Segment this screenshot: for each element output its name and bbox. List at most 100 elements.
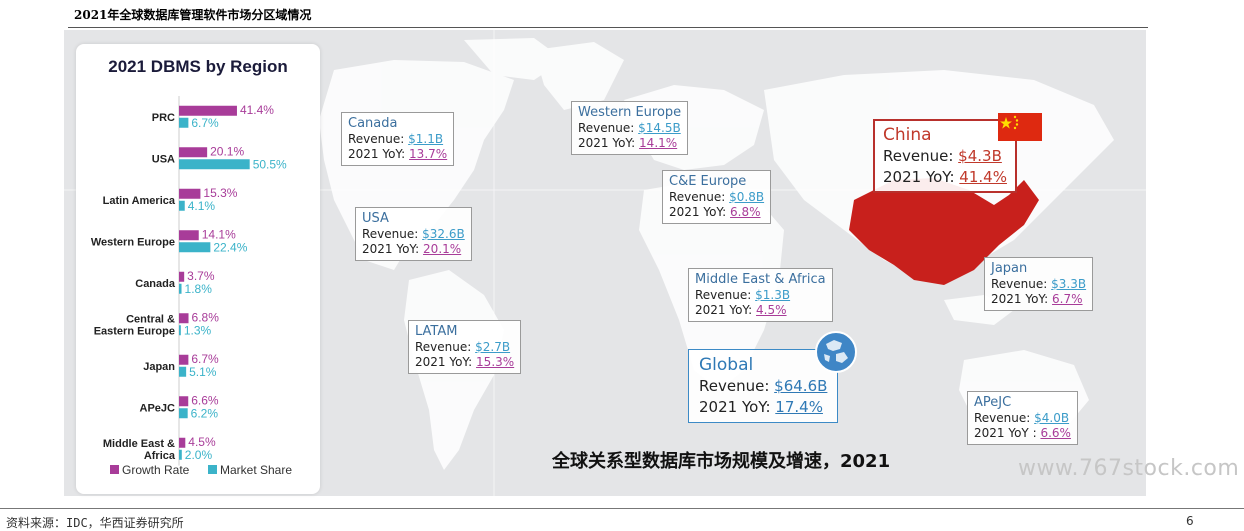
growth-bar <box>179 147 208 158</box>
category-label: APeJC <box>140 402 176 414</box>
region-revenue-line: Revenue: $3.3B <box>991 277 1086 292</box>
revenue-label: Revenue: <box>883 147 954 165</box>
yoy-label: 2021 YoY: <box>578 136 636 150</box>
yoy-value: 41.4% <box>959 168 1007 186</box>
region-box-apejc: APeJC Revenue: $4.0B 2021 YoY : 6.6% <box>967 391 1078 445</box>
yoy-label: 2021 YoY: <box>695 303 753 317</box>
region-yoy-line: 2021 YoY: 41.4% <box>883 167 1007 188</box>
region-yoy-line: 2021 YoY: 14.1% <box>578 136 681 151</box>
revenue-label: Revenue: <box>991 277 1048 291</box>
region-yoy-line: 2021 YoY : 6.6% <box>974 426 1071 441</box>
region-name: Japan <box>991 261 1028 276</box>
region-revenue-line: Revenue: $4.3B <box>883 146 1007 167</box>
share-value-label: 6.2% <box>191 406 219 420</box>
share-value-label: 4.1% <box>188 199 216 213</box>
share-bar <box>179 159 250 170</box>
legend-share-swatch <box>208 465 217 474</box>
growth-bar <box>179 437 186 448</box>
growth-value-label: 15.3% <box>203 186 237 200</box>
growth-bar <box>179 105 237 116</box>
region-name: C&E Europe <box>669 174 747 189</box>
region-revenue-line: Revenue: $14.5B <box>578 121 681 136</box>
revenue-label: Revenue: <box>415 340 472 354</box>
region-box-china: China Revenue: $4.3B 2021 YoY: 41.4% <box>873 119 1017 193</box>
growth-value-label: 14.1% <box>202 227 236 241</box>
region-yoy-line: 2021 YoY: 17.4% <box>699 397 827 418</box>
revenue-label: Revenue: <box>348 132 405 146</box>
region-box-latam: LATAM Revenue: $2.7B 2021 YoY: 15.3% <box>408 320 522 374</box>
growth-bar <box>179 188 201 199</box>
region-revenue-line: Revenue: $4.0B <box>974 411 1071 426</box>
growth-value-label: 6.8% <box>192 310 220 324</box>
yoy-value: 17.4% <box>775 398 823 416</box>
share-bar <box>179 408 188 419</box>
header-divider <box>68 27 1148 28</box>
revenue-label: Revenue: <box>699 377 770 395</box>
category-label: Eastern Europe <box>94 325 175 337</box>
growth-bar <box>179 313 189 324</box>
yoy-label: 2021 YoY: <box>362 242 420 256</box>
yoy-value: 4.5% <box>756 303 787 317</box>
region-name: Western Europe <box>578 105 682 120</box>
region-yoy-line: 2021 YoY: 6.7% <box>991 292 1086 307</box>
share-bar <box>179 283 182 294</box>
region-box-western-europe: Western Europe Revenue: $14.5B 2021 YoY:… <box>571 101 689 155</box>
share-bar <box>179 117 189 128</box>
region-revenue-line: Revenue: $0.8B <box>669 190 764 205</box>
revenue-label: Revenue: <box>669 190 726 204</box>
region-box-global: Global Revenue: $64.6B 2021 YoY: 17.4% <box>688 349 839 423</box>
revenue-value: $1.1B <box>408 132 444 146</box>
category-label: Latin America <box>103 195 176 207</box>
revenue-value: $3.3B <box>1051 277 1087 291</box>
revenue-value: $0.8B <box>729 190 765 204</box>
globe-icon <box>815 331 857 373</box>
revenue-value: $2.7B <box>475 340 511 354</box>
region-revenue-line: Revenue: $1.3B <box>695 288 826 303</box>
category-label: Canada <box>135 278 176 290</box>
share-bar <box>179 449 182 460</box>
chart-title: 2021 DBMS by Region <box>108 57 288 76</box>
yoy-value: 15.3% <box>476 355 515 369</box>
region-box-japan: Japan Revenue: $3.3B 2021 YoY: 6.7% <box>984 257 1094 311</box>
category-label: USA <box>152 153 175 165</box>
region-revenue-line: Revenue: $2.7B <box>415 340 514 355</box>
china-flag-icon <box>998 113 1042 141</box>
growth-bar <box>179 230 199 241</box>
share-value-label: 1.3% <box>184 323 212 337</box>
region-revenue-line: Revenue: $32.6B <box>362 227 465 242</box>
legend-growth-swatch <box>110 465 119 474</box>
legend-growth-label: Growth Rate <box>122 463 190 477</box>
region-name: LATAM <box>415 324 458 339</box>
yoy-label: 2021 YoY: <box>669 205 727 219</box>
region-name: Middle East & Africa <box>695 272 826 287</box>
share-value-label: 22.4% <box>213 240 247 254</box>
share-value-label: 2.0% <box>185 448 213 462</box>
share-value-label: 50.5% <box>253 157 287 171</box>
region-revenue-line: Revenue: $64.6B <box>699 376 827 397</box>
footer-divider <box>0 508 1244 509</box>
yoy-label: 2021 YoY: <box>415 355 473 369</box>
revenue-label: Revenue: <box>578 121 635 135</box>
region-yoy-line: 2021 YoY: 20.1% <box>362 242 465 257</box>
share-value-label: 5.1% <box>189 365 217 379</box>
category-label: PRC <box>152 112 175 124</box>
growth-value-label: 6.7% <box>191 352 219 366</box>
revenue-value: $4.3B <box>958 147 1002 165</box>
growth-value-label: 3.7% <box>187 269 215 283</box>
yoy-label: 2021 YoY: <box>348 147 406 161</box>
region-yoy-line: 2021 YoY: 4.5% <box>695 303 826 318</box>
yoy-value: 6.7% <box>1052 292 1083 306</box>
region-yoy-line: 2021 YoY: 13.7% <box>348 147 447 162</box>
region-name: Global <box>699 355 754 375</box>
yoy-label: 2021 YoY: <box>883 168 955 186</box>
revenue-value: $14.5B <box>638 121 681 135</box>
source-note: 资料来源：IDC，华西证券研究所 <box>6 516 184 530</box>
region-yoy-line: 2021 YoY: 6.8% <box>669 205 764 220</box>
category-label: Western Europe <box>91 236 175 248</box>
revenue-label: Revenue: <box>974 411 1031 425</box>
share-bar <box>179 325 181 336</box>
region-name: Canada <box>348 116 398 131</box>
category-label: Middle East & <box>103 438 175 450</box>
yoy-label: 2021 YoY : <box>974 426 1037 440</box>
region-revenue-line: Revenue: $1.1B <box>348 132 447 147</box>
